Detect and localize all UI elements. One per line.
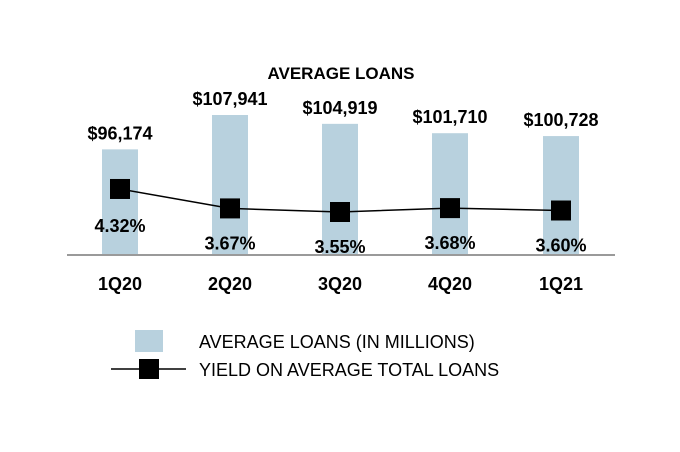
yield-marker (440, 198, 460, 219)
legend-line-marker (139, 359, 159, 379)
legend-bar-label: AVERAGE LOANS (IN MILLIONS) (199, 332, 475, 352)
legend-line-label: YIELD ON AVERAGE TOTAL LOANS (199, 360, 499, 380)
x-tick-label: 1Q20 (98, 274, 142, 294)
yield-marker (330, 202, 350, 222)
yield-value-label: 4.32% (94, 216, 145, 236)
bar-value-label: $107,941 (192, 89, 267, 109)
chart-title: AVERAGE LOANS (267, 64, 414, 83)
bar-value-label: $100,728 (523, 110, 598, 130)
bar-value-label: $104,919 (302, 98, 377, 118)
x-tick-label: 3Q20 (318, 274, 362, 294)
bar-3q20 (322, 123, 358, 255)
yield-value-label: 3.68% (424, 233, 475, 253)
legend: AVERAGE LOANS (IN MILLIONS) YIELD ON AVE… (111, 330, 499, 380)
yield-marker (551, 200, 571, 221)
x-tick-label: 1Q21 (539, 274, 583, 294)
bar-value-label: $96,174 (87, 123, 152, 143)
yield-marker (110, 178, 130, 199)
yield-value-label: 3.60% (535, 236, 586, 256)
bar-4q20 (432, 133, 468, 255)
legend-bar-swatch (135, 330, 163, 352)
yield-value-label: 3.55% (314, 237, 365, 257)
bar-1q21 (543, 136, 579, 255)
x-tick-label: 4Q20 (428, 274, 472, 294)
yield-series: 4.32% 3.67% 3.55% 3.68% 3.60% (94, 178, 587, 257)
x-axis-ticks: 1Q20 2Q20 3Q20 4Q20 1Q21 (98, 274, 583, 294)
yield-marker (220, 198, 240, 219)
bar-series: $96,174 $107,941 $104,919 $101,710 $100,728 (87, 89, 599, 255)
x-tick-label: 2Q20 (208, 274, 252, 294)
bar-value-label: $101,710 (412, 107, 487, 127)
bar-1q20 (102, 149, 138, 255)
bar-2q20 (212, 115, 248, 255)
yield-value-label: 3.67% (204, 233, 255, 253)
